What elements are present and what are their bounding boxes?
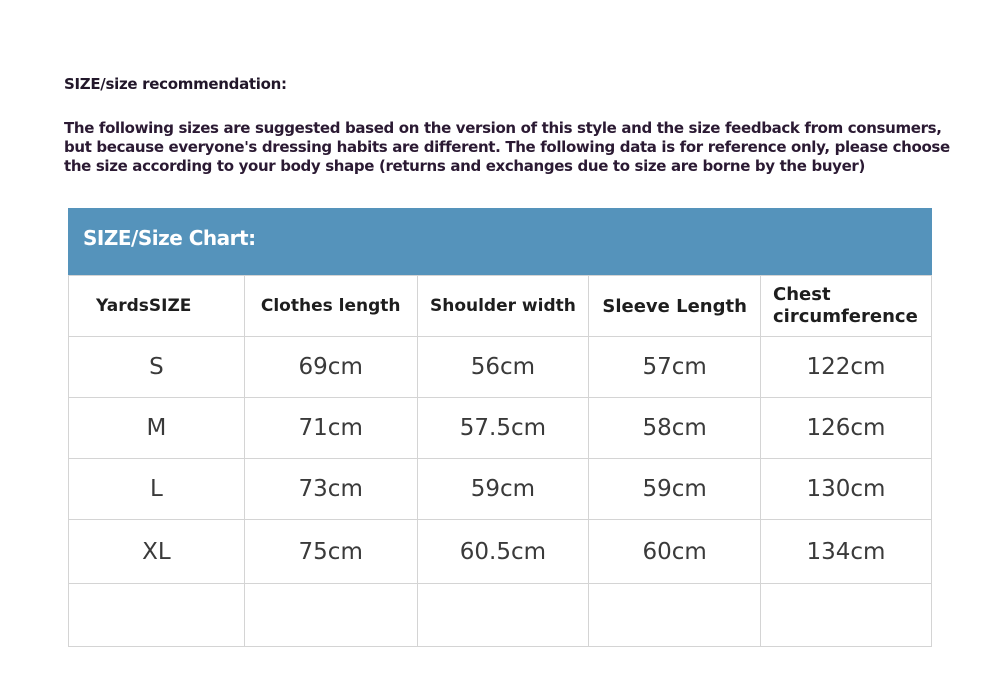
cell	[243, 583, 418, 647]
cell: 73cm	[243, 458, 418, 520]
cell	[760, 583, 932, 647]
column-header: Clothes length	[243, 275, 418, 337]
cell: 126cm	[760, 397, 932, 459]
cell: 60cm	[588, 519, 761, 584]
cell	[416, 583, 590, 647]
cell: 57.5cm	[416, 397, 590, 459]
size-table: YardsSIZE Clothes length Shoulder width …	[68, 275, 932, 647]
cell	[68, 583, 245, 647]
cell: 57cm	[588, 336, 761, 398]
column-header: YardsSIZE	[68, 275, 245, 337]
cell: XL	[68, 519, 245, 584]
cell: 134cm	[760, 519, 932, 584]
cell: 75cm	[243, 519, 418, 584]
cell: S	[68, 336, 245, 398]
column-header: Shoulder width	[416, 275, 590, 337]
cell: M	[68, 397, 245, 459]
column-header: Sleeve Length	[588, 275, 761, 337]
table-row: S 69cm 56cm 57cm 122cm	[68, 336, 932, 398]
cell: 60.5cm	[416, 519, 590, 584]
cell: 58cm	[588, 397, 761, 459]
table-row: M 71cm 57.5cm 58cm 126cm	[68, 397, 932, 459]
cell: 122cm	[760, 336, 932, 398]
cell: 69cm	[243, 336, 418, 398]
table-row: XL 75cm 60.5cm 60cm 134cm	[68, 519, 932, 584]
cell: 71cm	[243, 397, 418, 459]
cell	[588, 583, 761, 647]
column-header: Chest circumference	[760, 275, 932, 337]
intro-text: The following sizes are suggested based …	[64, 119, 950, 175]
cell: L	[68, 458, 245, 520]
cell: 130cm	[760, 458, 932, 520]
size-chart-title: SIZE/Size Chart:	[83, 226, 256, 250]
empty-row	[68, 583, 932, 647]
table-row: L 73cm 59cm 59cm 130cm	[68, 458, 932, 520]
page-title: SIZE/size recommendation:	[64, 75, 287, 93]
cell: 56cm	[416, 336, 590, 398]
cell: 59cm	[416, 458, 590, 520]
header-row: YardsSIZE Clothes length Shoulder width …	[68, 275, 932, 337]
size-chart-header: SIZE/Size Chart:	[68, 208, 932, 275]
cell: 59cm	[588, 458, 761, 520]
